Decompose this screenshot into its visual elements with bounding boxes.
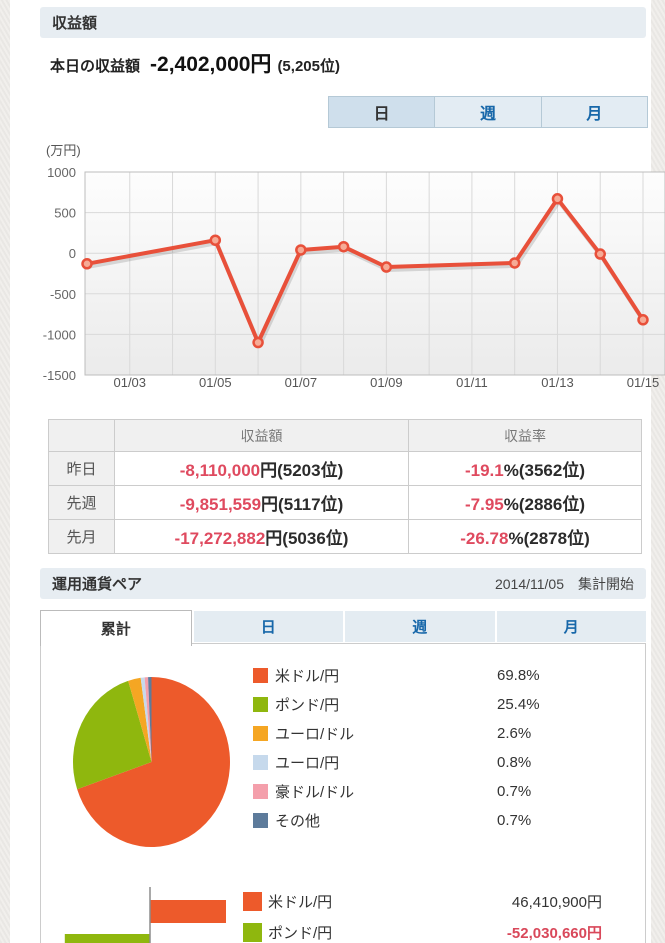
today-profit-row: 本日の収益額 -2,402,000円 (5,205位): [50, 48, 340, 78]
legend-item: ユーロ/ドル 2.6%: [253, 719, 603, 748]
svg-text:01/09: 01/09: [370, 375, 403, 390]
amount-cell: -17,272,882円(5036位): [114, 519, 409, 554]
legend-item: ポンド/円 25.4%: [253, 690, 603, 719]
y-axis-unit-label: (万円): [46, 143, 81, 158]
tab-week[interactable]: 週: [345, 611, 495, 642]
legend-swatch: [253, 784, 268, 799]
bar-value: -52,030,660円: [506, 925, 602, 942]
legend-percent: 0.8%: [497, 754, 532, 771]
col-header-amount: 収益額: [114, 419, 409, 452]
tab-day[interactable]: 日: [329, 97, 435, 127]
today-profit-label: 本日の収益額: [50, 58, 141, 75]
svg-text:01/03: 01/03: [113, 375, 146, 390]
period-tabs: 日 週 月: [328, 96, 648, 128]
performance-table: 収益額 収益率 昨日 -8,110,000円(5203位) -19.1%(356…: [48, 419, 642, 554]
svg-text:01/07: 01/07: [285, 375, 318, 390]
currency-pair-section-header: 運用通貨ペア 2014/11/05 集計開始: [40, 568, 646, 599]
rate-cell: -7.95%(2886位): [408, 485, 642, 520]
legend-swatch: [243, 892, 262, 911]
tab-cumulative[interactable]: 累計: [40, 610, 192, 646]
tab-month[interactable]: 月: [540, 97, 647, 127]
svg-text:500: 500: [54, 206, 76, 221]
rate-cell: -26.78%(2878位): [408, 519, 642, 554]
bar-chart-svg: [64, 887, 226, 943]
legend-swatch: [253, 755, 268, 770]
legend-percent: 0.7%: [497, 783, 532, 800]
amount-cell: -8,110,000円(5203位): [114, 451, 409, 486]
legend-swatch: [253, 813, 268, 828]
legend-item: その他 0.7%: [253, 806, 603, 835]
tab-week[interactable]: 週: [434, 97, 541, 127]
legend-percent: 0.7%: [497, 812, 532, 829]
legend-percent: 69.8%: [497, 667, 540, 684]
profit-section-title: 収益額: [52, 15, 98, 32]
svg-text:01/15: 01/15: [627, 375, 660, 390]
legend-percent: 2.6%: [497, 725, 532, 742]
row-label-yesterday: 昨日: [48, 451, 115, 486]
pie-legend: 米ドル/円 69.8% ポンド/円 25.4% ユーロ/ドル 2.6% ユーロ/円 0.…: [253, 661, 603, 835]
svg-text:01/05: 01/05: [199, 375, 232, 390]
svg-text:01/13: 01/13: [541, 375, 574, 390]
table-row: 先月 -17,272,882円(5036位) -26.78%(2878位): [48, 519, 642, 554]
legend-swatch: [243, 923, 262, 942]
amount-cell: -9,851,559円(5117位): [114, 485, 409, 520]
today-profit-rank: (5,205位): [277, 58, 340, 75]
svg-text:1000: 1000: [47, 165, 76, 180]
legend-item: ユーロ/円 0.8%: [253, 748, 603, 777]
legend-swatch: [253, 668, 268, 683]
profit-section-header: 収益額: [40, 7, 646, 38]
pie-chart-svg: [72, 677, 230, 847]
col-header-rate: 収益率: [408, 419, 642, 452]
svg-text:01/11: 01/11: [456, 375, 488, 390]
row-label-lastmonth: 先月: [48, 519, 115, 554]
svg-text:-1000: -1000: [43, 327, 76, 342]
currency-pair-title: 運用通貨ペア: [52, 576, 143, 593]
svg-text:-500: -500: [50, 287, 76, 302]
legend-percent: 25.4%: [497, 696, 540, 713]
table-row: 先週 -9,851,559円(5117位) -7.95%(2886位): [48, 485, 642, 520]
currency-pair-tabs: 累計 日 週 月: [40, 610, 646, 646]
svg-text:0: 0: [69, 246, 76, 261]
rate-cell: -19.1%(3562位): [408, 451, 642, 486]
table-row: 昨日 -8,110,000円(5203位) -19.1%(3562位): [48, 451, 642, 486]
legend-swatch: [253, 697, 268, 712]
content-area: 収益額 本日の収益額 -2,402,000円 (5,205位) 日 週 月 (万…: [10, 0, 665, 943]
line-chart-svg: 1000 500 0 -500 -1000 -1500 01/03 01/05 01/07 01/…: [43, 165, 665, 390]
row-label-lastweek: 先週: [48, 485, 115, 520]
legend-item: 米ドル/円 69.8%: [253, 661, 603, 690]
bar-legend-item: ポンド/円 -52,030,660円: [243, 922, 602, 943]
tab-day[interactable]: 日: [193, 611, 343, 642]
legend-swatch: [253, 726, 268, 741]
tab-month[interactable]: 月: [496, 611, 646, 642]
legend-item: 豪ドル/ドル 0.7%: [253, 777, 603, 806]
aggregation-start-date: 2014/11/05 集計開始: [494, 575, 634, 592]
svg-text:-1500: -1500: [43, 368, 76, 383]
bar-legend-item: 米ドル/円 46,410,900円: [243, 891, 602, 912]
today-profit-value: -2,402,000円: [150, 53, 272, 76]
table-corner-cell: [48, 419, 115, 452]
table-header-row: 収益額 収益率: [48, 419, 642, 452]
bar-value: 46,410,900円: [511, 894, 602, 911]
